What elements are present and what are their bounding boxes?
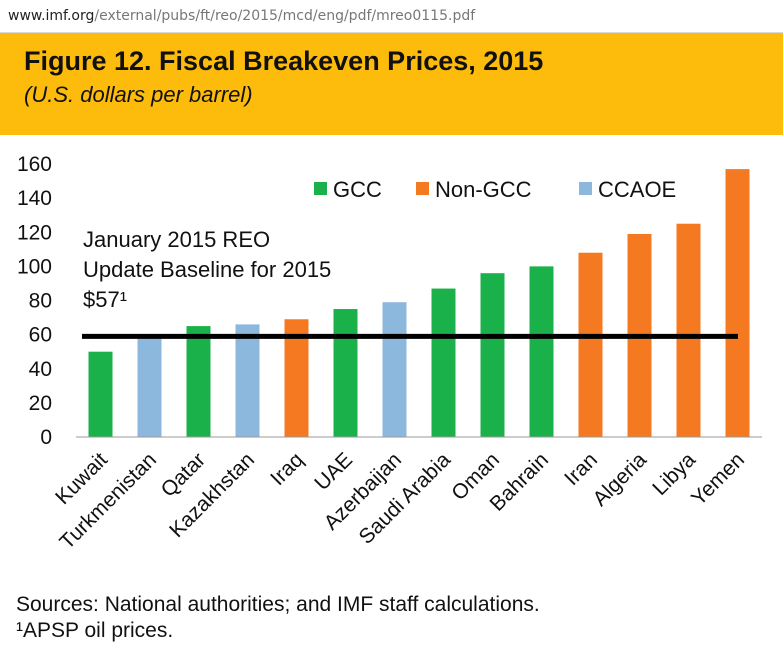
bar-turkmenistan	[137, 336, 162, 437]
y-tick-label: 140	[17, 187, 52, 210]
bar-saudi-arabia	[431, 288, 456, 437]
sources-note: Sources: National authorities; and IMF s…	[16, 593, 540, 616]
bar-azerbaijan	[382, 302, 407, 437]
footer: Sources: National authorities; and IMF s…	[16, 592, 540, 644]
url-host: www.imf.org	[8, 8, 95, 24]
address-bar[interactable]: www.imf.org/external/pubs/ft/reo/2015/mc…	[0, 0, 783, 33]
bar-chart: 0 20 40 60 80 100 120 140 160 KuwaitTurkmenistan…	[17, 153, 762, 554]
x-tick-label: Iraq	[266, 448, 308, 490]
bar-yemen	[725, 169, 750, 437]
y-tick-label: 80	[29, 290, 52, 313]
bar-bahrain	[529, 266, 554, 437]
y-tick-label: 20	[29, 392, 52, 415]
y-tick-label: 120	[17, 221, 52, 244]
bars-group	[88, 169, 750, 437]
x-tick-label: Iran	[560, 448, 602, 490]
legend: GCC Non-GCC CCAOE	[314, 177, 676, 202]
baseline-label-line: January 2015 REO	[83, 227, 270, 252]
chart-subtitle: (U.S. dollars per barrel)	[24, 82, 253, 107]
chart-title: Figure 12. Fiscal Breakeven Prices, 2015	[24, 46, 544, 76]
bar-iraq	[284, 319, 309, 437]
bar-uae	[333, 309, 358, 437]
x-tick-label: Yemen	[687, 448, 749, 510]
y-tick-label: 40	[29, 358, 52, 381]
x-tick-label: Algeria	[589, 448, 652, 511]
y-tick-label: 160	[17, 153, 52, 176]
bar-libya	[676, 223, 701, 437]
legend-swatch-ccaoe	[579, 182, 592, 195]
y-tick-label: 60	[29, 324, 52, 347]
y-tick-label: 0	[40, 426, 52, 449]
baseline-label-line: $57¹	[83, 287, 127, 312]
bar-oman	[480, 273, 505, 437]
url-path: /external/pubs/ft/reo/2015/mcd/eng/pdf/m…	[94, 8, 476, 24]
baseline-label-line: Update Baseline for 2015	[83, 257, 331, 282]
y-tick-label: 100	[17, 255, 52, 278]
baseline-annotation: January 2015 REO Update Baseline for 2015…	[83, 227, 331, 312]
legend-swatch-gcc	[314, 182, 327, 195]
url-text[interactable]: www.imf.org/external/pubs/ft/reo/2015/mc…	[8, 8, 475, 24]
legend-label-gcc: GCC	[333, 177, 382, 202]
legend-label-ccaoe: CCAOE	[598, 177, 676, 202]
y-axis-ticks: 0 20 40 60 80 100 120 140 160	[17, 153, 52, 449]
figure-header	[0, 33, 783, 135]
legend-label-non-gcc: Non-GCC	[435, 177, 532, 202]
bar-qatar	[186, 326, 211, 437]
bar-kazakhstan	[235, 324, 260, 437]
bar-kuwait	[88, 351, 113, 437]
legend-swatch-non-gcc	[416, 182, 429, 195]
footnote: ¹APSP oil prices.	[16, 619, 174, 642]
bar-iran	[578, 252, 603, 437]
